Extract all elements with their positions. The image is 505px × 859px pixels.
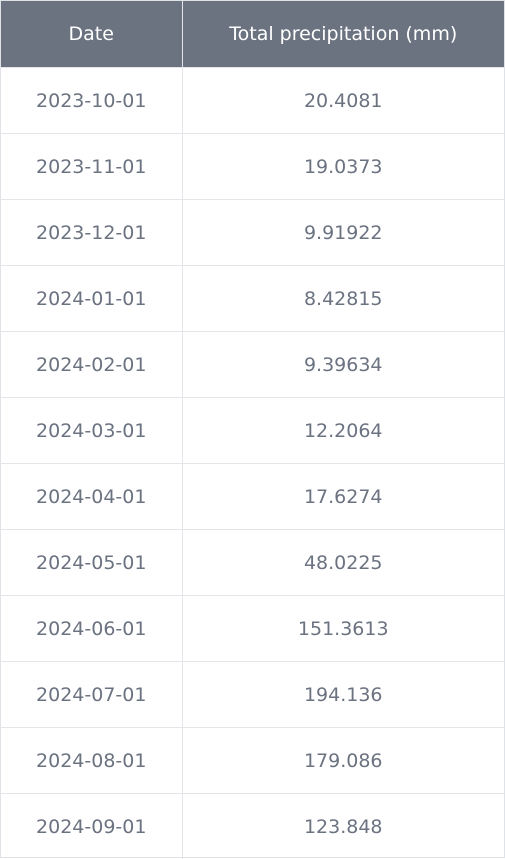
table-row: 2024-05-01 48.0225 <box>1 530 504 596</box>
table-row: 2023-11-01 19.0373 <box>1 134 504 200</box>
date-cell: 2024-06-01 <box>1 596 182 662</box>
date-cell: 2024-05-01 <box>1 530 182 596</box>
precipitation-cell: 9.91922 <box>182 200 504 266</box>
date-cell: 2023-12-01 <box>1 200 182 266</box>
table-header: Date Total precipitation (mm) <box>1 1 504 68</box>
date-cell: 2024-01-01 <box>1 266 182 332</box>
precipitation-cell: 17.6274 <box>182 464 504 530</box>
date-cell: 2024-03-01 <box>1 398 182 464</box>
precipitation-cell: 12.2064 <box>182 398 504 464</box>
precipitation-cell: 179.086 <box>182 728 504 794</box>
date-cell: 2024-02-01 <box>1 332 182 398</box>
precipitation-cell: 151.3613 <box>182 596 504 662</box>
precipitation-cell: 194.136 <box>182 662 504 728</box>
precipitation-cell: 9.39634 <box>182 332 504 398</box>
date-cell: 2024-08-01 <box>1 728 182 794</box>
table-row: 2024-01-01 8.42815 <box>1 266 504 332</box>
date-cell: 2023-11-01 <box>1 134 182 200</box>
precipitation-cell: 8.42815 <box>182 266 504 332</box>
precipitation-cell: 20.4081 <box>182 68 504 134</box>
table-body: 2023-10-01 20.4081 2023-11-01 19.0373 20… <box>1 68 504 859</box>
table-row: 2024-06-01 151.3613 <box>1 596 504 662</box>
table-row: 2024-09-01 123.848 <box>1 794 504 859</box>
table-row: 2023-12-01 9.91922 <box>1 200 504 266</box>
column-header-total-precipitation[interactable]: Total precipitation (mm) <box>182 1 504 68</box>
date-cell: 2024-04-01 <box>1 464 182 530</box>
header-row: Date Total precipitation (mm) <box>1 1 504 68</box>
table-row: 2024-02-01 9.39634 <box>1 332 504 398</box>
column-header-date[interactable]: Date <box>1 1 182 68</box>
precipitation-cell: 19.0373 <box>182 134 504 200</box>
table-row: 2024-03-01 12.2064 <box>1 398 504 464</box>
table-row: 2024-07-01 194.136 <box>1 662 504 728</box>
date-cell: 2023-10-01 <box>1 68 182 134</box>
table-row: 2023-10-01 20.4081 <box>1 68 504 134</box>
table-row: 2024-08-01 179.086 <box>1 728 504 794</box>
date-cell: 2024-09-01 <box>1 794 182 859</box>
precipitation-cell: 48.0225 <box>182 530 504 596</box>
date-cell: 2024-07-01 <box>1 662 182 728</box>
precipitation-cell: 123.848 <box>182 794 504 859</box>
table-row: 2024-04-01 17.6274 <box>1 464 504 530</box>
